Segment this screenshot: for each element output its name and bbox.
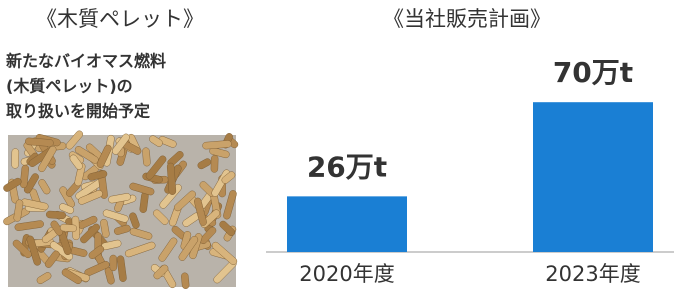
chart-title: 《当社販売計画》 xyxy=(383,7,551,31)
bar xyxy=(287,196,407,252)
pellet xyxy=(46,211,66,219)
panel-title: 《木質ペレット》 xyxy=(36,7,204,31)
x-tick-label: 2023年度 xyxy=(545,262,640,286)
description-line: 取り扱いを開始予定 xyxy=(6,102,150,121)
pellet xyxy=(181,272,190,289)
description-line: 新たなバイオマス燃料 xyxy=(6,52,166,71)
x-tick-label: 2020年度 xyxy=(299,262,394,286)
pellet xyxy=(60,224,77,232)
pellet xyxy=(211,155,219,173)
value-label: 26万t xyxy=(307,150,387,183)
bar xyxy=(533,102,653,252)
pellet xyxy=(142,147,150,166)
pellet-photo xyxy=(2,129,239,289)
infographic: 《木質ペレット》 新たなバイオマス燃料 (木質ペレット)の 取り扱いを開始予定 … xyxy=(0,0,674,294)
value-label: 70万t xyxy=(553,56,633,89)
description-line: (木質ペレット)の xyxy=(6,77,133,96)
pellet xyxy=(110,255,117,271)
pellet xyxy=(12,148,19,168)
